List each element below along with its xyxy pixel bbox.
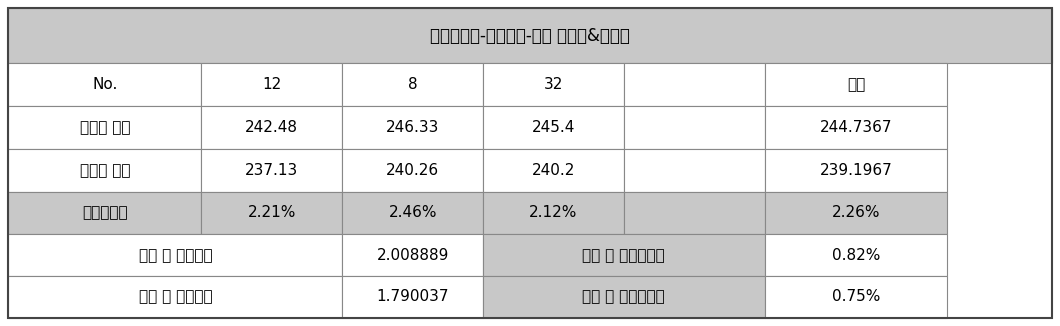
Bar (8, 234, 342, 276)
Bar (8, 192, 201, 234)
Text: 시험 후 표준편차: 시험 후 표준편차 (139, 289, 212, 304)
Text: 32: 32 (544, 77, 563, 92)
Text: 8: 8 (408, 77, 418, 92)
Bar (342, 106, 483, 149)
Text: 12: 12 (262, 77, 282, 92)
Text: 네페스완품-가속수명-저항 변화율&균일도: 네페스완품-가속수명-저항 변화율&균일도 (430, 27, 630, 45)
Bar (764, 149, 948, 192)
Text: 2.46%: 2.46% (388, 205, 437, 220)
Text: 1.790037: 1.790037 (376, 289, 448, 304)
Text: 시험전 저항: 시험전 저항 (80, 120, 130, 135)
Text: 시험 전 표준편차: 시험 전 표준편차 (139, 248, 212, 263)
Bar (201, 106, 342, 149)
Bar (764, 63, 948, 106)
Bar (201, 192, 342, 234)
Bar (764, 276, 948, 318)
Bar (764, 106, 948, 149)
Text: 246.33: 246.33 (386, 120, 439, 135)
Text: 시험 전 저항균일도: 시험 전 저항균일도 (583, 248, 666, 263)
Bar (483, 192, 624, 234)
Bar (483, 106, 624, 149)
Text: 0.75%: 0.75% (832, 289, 880, 304)
Text: 2.21%: 2.21% (248, 205, 296, 220)
Text: 2.26%: 2.26% (832, 205, 880, 220)
Bar (342, 63, 483, 106)
Text: 시험 후 저항균일도: 시험 후 저항균일도 (583, 289, 666, 304)
Text: 239.1967: 239.1967 (819, 163, 893, 178)
Bar (764, 192, 948, 234)
Bar (201, 63, 342, 106)
Bar (8, 8, 1052, 63)
Text: 시험후 저항: 시험후 저항 (80, 163, 130, 178)
Text: 2.008889: 2.008889 (376, 248, 448, 263)
Bar (342, 192, 483, 234)
Text: 245.4: 245.4 (532, 120, 576, 135)
Bar (483, 149, 624, 192)
Text: 244.7367: 244.7367 (819, 120, 893, 135)
Bar (764, 234, 948, 276)
Bar (201, 149, 342, 192)
Bar (624, 106, 764, 149)
Text: 237.13: 237.13 (245, 163, 299, 178)
Bar (8, 106, 201, 149)
Text: 242.48: 242.48 (245, 120, 298, 135)
Bar (8, 276, 342, 318)
Bar (342, 276, 483, 318)
Bar (624, 63, 764, 106)
Bar (8, 63, 201, 106)
Bar (483, 276, 764, 318)
Bar (483, 234, 764, 276)
Bar (8, 149, 201, 192)
Bar (624, 149, 764, 192)
Text: 240.26: 240.26 (386, 163, 439, 178)
Text: No.: No. (92, 77, 118, 92)
Text: 240.2: 240.2 (532, 163, 576, 178)
Text: 0.82%: 0.82% (832, 248, 880, 263)
Text: 2.12%: 2.12% (529, 205, 578, 220)
Bar (342, 234, 483, 276)
Bar (483, 63, 624, 106)
Bar (342, 149, 483, 192)
Text: 저항변화율: 저항변화율 (82, 205, 128, 220)
Bar (624, 192, 764, 234)
Text: 평균: 평균 (847, 77, 865, 92)
